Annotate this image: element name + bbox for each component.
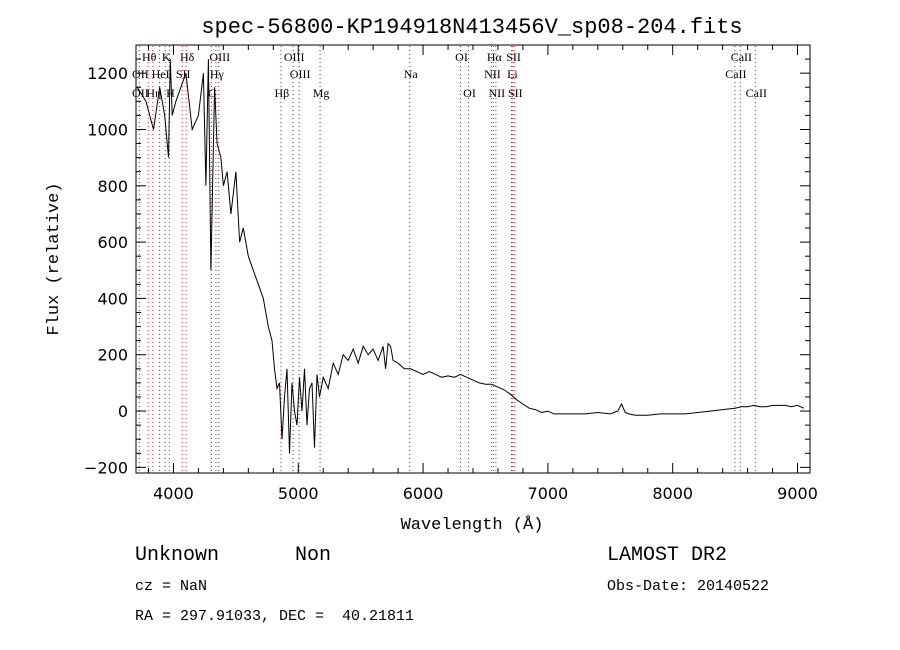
line-marker-label: SII xyxy=(506,50,521,64)
line-marker-label: OII xyxy=(132,67,149,81)
line-marker-label: H xyxy=(166,86,175,100)
line-marker-label: CaII xyxy=(725,67,746,81)
line-marker-label: Hα xyxy=(487,50,503,64)
x-axis-label: Wavelength (Å) xyxy=(401,516,544,535)
x-tick-label: 9000 xyxy=(777,484,818,503)
line-marker-label: OIII xyxy=(290,67,311,81)
x-tick-label: 5000 xyxy=(278,484,319,503)
line-marker-label: Li xyxy=(507,67,518,81)
line-marker-label: G xyxy=(208,86,217,100)
x-tick-label: 4000 xyxy=(153,484,194,503)
line-marker-label: HeI xyxy=(152,67,170,81)
y-tick-label: 800 xyxy=(97,177,128,196)
x-tick-label: 8000 xyxy=(652,484,693,503)
line-marker-label: OIII xyxy=(284,50,305,64)
line-marker-label: CaII xyxy=(746,86,767,100)
line-marker-label: Hθ xyxy=(142,50,157,64)
line-marker-guides xyxy=(138,46,756,472)
line-marker-label: OI xyxy=(463,86,476,100)
chart-title: spec-56800-KP194918N413456V_sp08-204.fit… xyxy=(201,15,742,40)
line-marker-label: NII xyxy=(489,86,506,100)
line-marker-label: Hγ xyxy=(210,67,225,81)
object-class: Unknown xyxy=(135,544,219,567)
survey-label: LAMOST DR2 xyxy=(607,544,727,567)
y-axis-label: Flux (relative) xyxy=(45,182,64,335)
y-tick-label: 0 xyxy=(118,402,128,421)
line-marker-label: K xyxy=(162,50,171,64)
line-marker-label: Mg xyxy=(313,86,330,100)
coordinates-label: RA = 297.91033, DEC = 40.21811 xyxy=(135,608,414,625)
line-marker-label: Hη xyxy=(146,86,161,100)
series-line xyxy=(136,59,805,454)
line-marker-label: Hδ xyxy=(180,50,195,64)
x-tick-label: 6000 xyxy=(403,484,444,503)
x-tick-label: 7000 xyxy=(528,484,569,503)
plot-frame xyxy=(135,44,811,474)
line-marker-label: OIII xyxy=(209,50,230,64)
x-axis: 4000 5000 6000 7000 8000 9000 xyxy=(147,45,818,503)
y-tick-label: 1000 xyxy=(87,120,128,139)
line-marker-label: Hβ xyxy=(275,86,290,100)
line-marker-label: NII xyxy=(484,67,501,81)
object-subclass: Non xyxy=(295,544,331,567)
y-tick-label: 400 xyxy=(97,289,128,308)
y-tick-label: 1200 xyxy=(87,64,128,83)
obs-date-label: Obs-Date: 20140522 xyxy=(607,578,769,595)
y-axis: −200 0 200 400 600 800 1000 1200 xyxy=(84,58,810,477)
y-tick-label: 600 xyxy=(97,233,128,252)
line-marker-label: SII xyxy=(508,86,523,100)
line-marker-label: Na xyxy=(404,67,419,81)
y-tick-label: −200 xyxy=(84,458,128,477)
y-tick-label: 200 xyxy=(97,346,128,365)
line-marker-label: OI xyxy=(455,50,468,64)
line-marker-label: CaII xyxy=(731,50,752,64)
redshift-label: cz = NaN xyxy=(135,578,207,595)
line-marker-label: SII xyxy=(176,67,191,81)
